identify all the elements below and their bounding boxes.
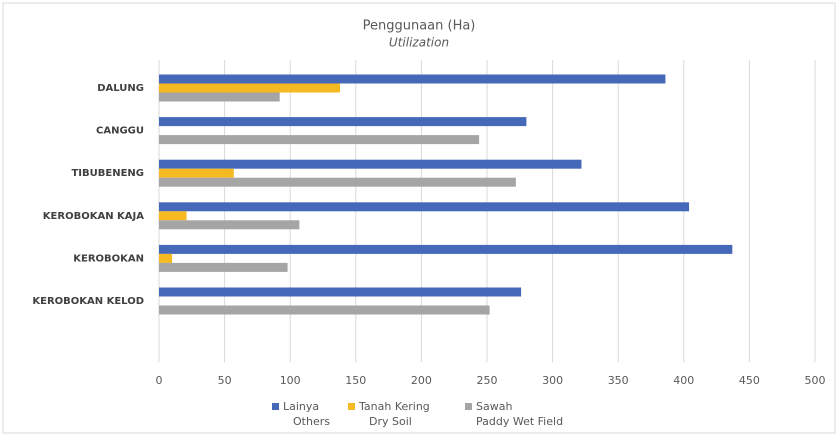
y-tick-label: CANGGU (96, 126, 144, 137)
y-tick-label: TIBUBENENG (71, 168, 144, 179)
chart-subtitle: Utilization (389, 36, 449, 50)
y-tick-label: KEROBOKAN KELOD (32, 296, 144, 307)
bar (159, 220, 300, 230)
y-tick-label: DALUNG (97, 83, 144, 94)
bar (159, 117, 527, 127)
y-tick-label: KEROBOKAN KAJA (43, 211, 144, 222)
x-tick-label: 350 (608, 374, 629, 387)
bar (159, 287, 522, 297)
x-tick-label: 400 (673, 374, 694, 387)
x-tick-label: 250 (477, 374, 498, 387)
legend-swatch (465, 403, 472, 410)
legend-swatch (348, 403, 355, 410)
bar (159, 244, 733, 254)
legend-label: Lainya (283, 400, 319, 413)
x-tick-label: 100 (280, 374, 301, 387)
chart-title: Penggunaan (Ha) (363, 19, 476, 34)
bar (159, 83, 341, 93)
x-tick-label: 150 (345, 374, 366, 387)
bar (159, 262, 288, 272)
bar (159, 159, 582, 169)
x-tick-label: 200 (411, 374, 432, 387)
bar (159, 253, 173, 263)
legend-sublabel: Others (293, 415, 330, 428)
legend-label: Sawah (476, 400, 512, 413)
x-tick-label: 450 (739, 374, 760, 387)
x-tick-label: 500 (805, 374, 826, 387)
bar (159, 211, 187, 221)
x-tick-label: 50 (218, 374, 232, 387)
bar (159, 135, 480, 145)
legend-label: Tanah Kering (358, 400, 430, 413)
legend-swatch (272, 403, 279, 410)
bar (159, 177, 516, 187)
legend-sublabel: Dry Soil (369, 415, 412, 428)
bar (159, 305, 490, 315)
bar (159, 202, 690, 212)
bar (159, 168, 234, 178)
y-tick-label: KEROBOKAN (73, 253, 144, 264)
legend-sublabel: Paddy Wet Field (476, 415, 563, 428)
x-tick-label: 0 (156, 374, 163, 387)
bar (159, 74, 666, 84)
bar (159, 92, 280, 102)
x-tick-label: 300 (542, 374, 563, 387)
